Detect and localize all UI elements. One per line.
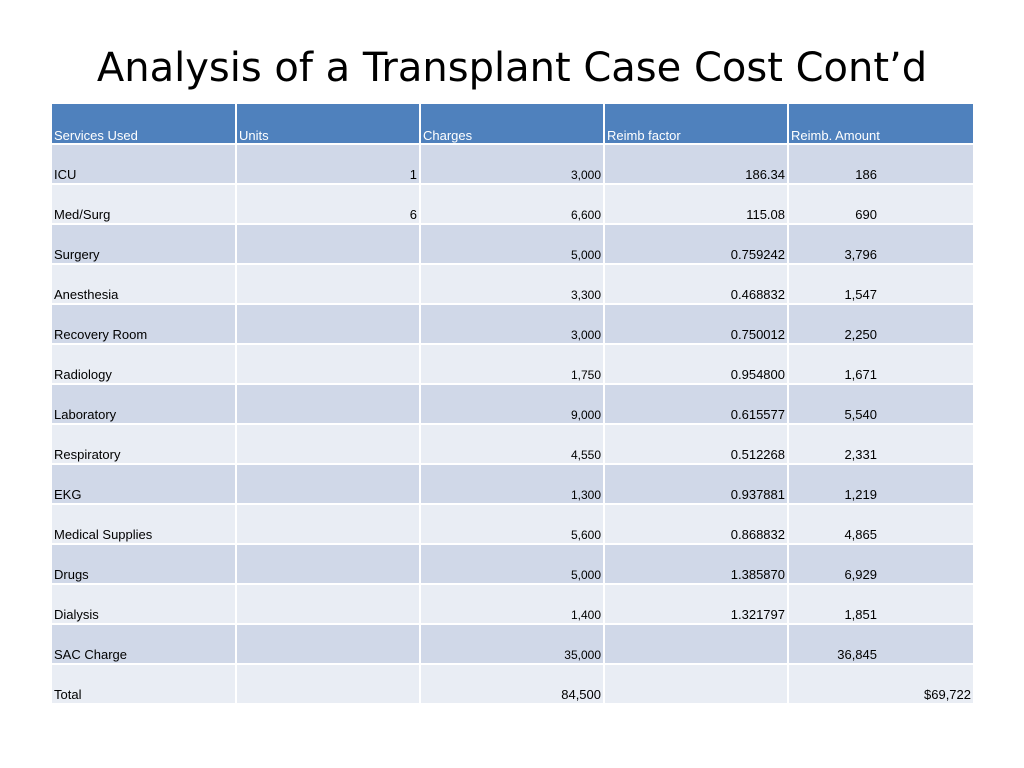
units-cell (235, 343, 421, 385)
header-services-used: Services Used (50, 102, 237, 145)
charges-cell: 1,300 (419, 463, 605, 505)
table-row: Recovery Room 3,000 0.750012 2,250 (50, 303, 975, 345)
reimb-factor-cell: 0.615577 (603, 383, 789, 425)
charges-cell: 3,300 (419, 263, 605, 305)
reimb-amount-cell: 1,547 (787, 263, 975, 305)
reimb-amount-cell: 2,250 (787, 303, 975, 345)
reimb-amount-cell: 1,671 (787, 343, 975, 385)
total-amount-cell: $69,722 (787, 663, 975, 705)
charges-cell: 1,750 (419, 343, 605, 385)
charges-cell: 35,000 (419, 623, 605, 665)
reimb-factor-cell: 0.937881 (603, 463, 789, 505)
units-cell (235, 543, 421, 585)
units-cell (235, 423, 421, 465)
reimb-amount-cell: 5,540 (787, 383, 975, 425)
reimb-amount-cell: 3,796 (787, 223, 975, 265)
table-row: Laboratory 9,000 0.615577 5,540 (50, 383, 975, 425)
service-cell: Laboratory (50, 383, 237, 425)
charges-cell: 3,000 (419, 303, 605, 345)
reimb-factor-cell: 1.321797 (603, 583, 789, 625)
reimb-factor-cell: 0.468832 (603, 263, 789, 305)
table-row: Med/Surg 6 6,600 115.08 690 (50, 183, 975, 225)
table-row: Surgery 5,000 0.759242 3,796 (50, 223, 975, 265)
service-cell: Drugs (50, 543, 237, 585)
reimb-amount-cell: 1,851 (787, 583, 975, 625)
reimb-amount-cell: 690 (787, 183, 975, 225)
units-cell (235, 383, 421, 425)
units-cell: 1 (235, 143, 421, 185)
header-charges: Charges (419, 102, 605, 145)
units-cell (235, 503, 421, 545)
slide-title: Analysis of a Transplant Case Cost Cont’… (96, 45, 928, 91)
table-row: Dialysis 1,400 1.321797 1,851 (50, 583, 975, 625)
charges-cell: 5,000 (419, 543, 605, 585)
charges-cell: 3,000 (419, 143, 605, 185)
reimb-factor-cell: 0.512268 (603, 423, 789, 465)
reimb-factor-cell (603, 623, 789, 665)
units-cell: 6 (235, 183, 421, 225)
service-cell: Surgery (50, 223, 237, 265)
charges-cell: 5,000 (419, 223, 605, 265)
table-row: EKG 1,300 0.937881 1,219 (50, 463, 975, 505)
service-cell: EKG (50, 463, 237, 505)
units-cell (235, 263, 421, 305)
reimb-amount-cell: 1,219 (787, 463, 975, 505)
cost-table: Services Used Units Charges Reimb factor… (50, 102, 975, 705)
reimb-factor-cell: 186.34 (603, 143, 789, 185)
reimb-factor-cell: 115.08 (603, 183, 789, 225)
units-cell (235, 463, 421, 505)
units-cell (235, 223, 421, 265)
total-label-cell: Total (50, 663, 237, 705)
table-row: Drugs 5,000 1.385870 6,929 (50, 543, 975, 585)
charges-cell: 1,400 (419, 583, 605, 625)
service-cell: Anesthesia (50, 263, 237, 305)
table-row: SAC Charge 35,000 36,845 (50, 623, 975, 665)
total-row: Total 84,500 $69,722 (50, 663, 975, 705)
reimb-amount-cell: 2,331 (787, 423, 975, 465)
service-cell: Recovery Room (50, 303, 237, 345)
charges-cell: 5,600 (419, 503, 605, 545)
table-row: Radiology 1,750 0.954800 1,671 (50, 343, 975, 385)
service-cell: Medical Supplies (50, 503, 237, 545)
charges-cell: 6,600 (419, 183, 605, 225)
reimb-factor-cell: 0.759242 (603, 223, 789, 265)
units-cell (235, 303, 421, 345)
service-cell: Med/Surg (50, 183, 237, 225)
reimb-amount-cell: 4,865 (787, 503, 975, 545)
header-units: Units (235, 102, 421, 145)
charges-cell: 9,000 (419, 383, 605, 425)
reimb-factor-cell: 0.868832 (603, 503, 789, 545)
service-cell: Dialysis (50, 583, 237, 625)
units-cell (235, 583, 421, 625)
reimb-factor-cell: 1.385870 (603, 543, 789, 585)
total-units-cell (235, 663, 421, 705)
total-factor-cell (603, 663, 789, 705)
reimb-factor-cell: 0.954800 (603, 343, 789, 385)
header-reimb-amount: Reimb. Amount (787, 102, 975, 145)
reimb-amount-cell: 36,845 (787, 623, 975, 665)
total-charges-cell: 84,500 (419, 663, 605, 705)
reimb-factor-cell: 0.750012 (603, 303, 789, 345)
reimb-amount-cell: 6,929 (787, 543, 975, 585)
table-row: Medical Supplies 5,600 0.868832 4,865 (50, 503, 975, 545)
service-cell: Radiology (50, 343, 237, 385)
table-row: Anesthesia 3,300 0.468832 1,547 (50, 263, 975, 305)
charges-cell: 4,550 (419, 423, 605, 465)
service-cell: ICU (50, 143, 237, 185)
units-cell (235, 623, 421, 665)
table-row: Respiratory 4,550 0.512268 2,331 (50, 423, 975, 465)
service-cell: Respiratory (50, 423, 237, 465)
header-reimb-factor: Reimb factor (603, 102, 789, 145)
header-row: Services Used Units Charges Reimb factor… (50, 102, 975, 145)
service-cell: SAC Charge (50, 623, 237, 665)
table-row: ICU 1 3,000 186.34 186 (50, 143, 975, 185)
reimb-amount-cell: 186 (787, 143, 975, 185)
